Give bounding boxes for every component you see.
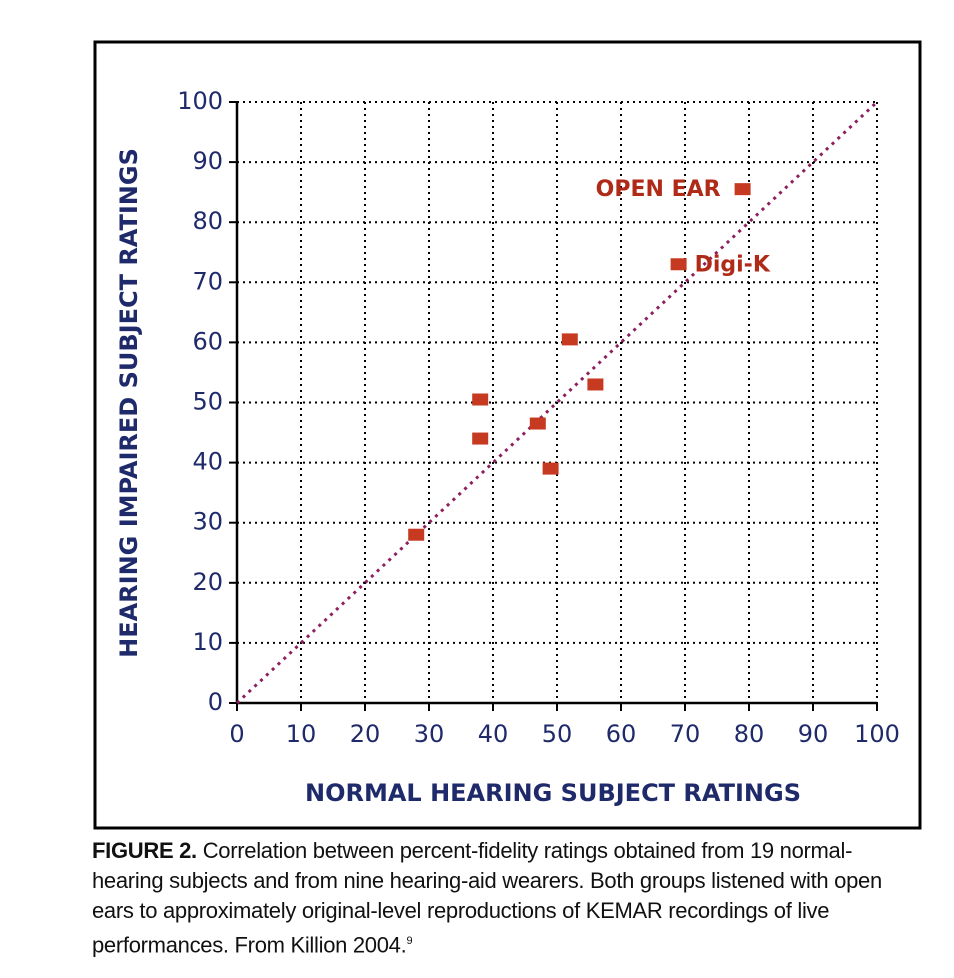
caption-text: Correlation between percent-fidelity rat… <box>92 838 882 958</box>
y-tick-label: 60 <box>192 327 223 355</box>
point <box>472 432 489 445</box>
x-tick-label: 100 <box>854 720 900 748</box>
x-tick-label: 10 <box>286 720 317 748</box>
caption-label: FIGURE 2. <box>92 838 197 863</box>
x-tick-label: 90 <box>798 720 829 748</box>
point <box>529 417 546 430</box>
y-tick-label: 50 <box>192 388 223 416</box>
point <box>472 393 489 406</box>
y-tick-label: 0 <box>208 688 223 716</box>
identity-line <box>235 100 879 705</box>
y-tick-label: 40 <box>192 448 223 476</box>
point-label: Digi-K <box>695 252 771 277</box>
y-tick-label: 80 <box>192 207 223 235</box>
y-tick-label: 10 <box>192 628 223 656</box>
point <box>587 378 604 391</box>
x-tick-label: 80 <box>734 720 765 748</box>
point-label: OPEN EAR <box>596 177 721 202</box>
point <box>408 528 425 541</box>
x-tick-label: 40 <box>478 720 509 748</box>
point <box>542 462 559 475</box>
x-axis-label: NORMAL HEARING SUBJECT RATINGS <box>305 779 801 807</box>
point <box>734 183 751 196</box>
point <box>561 333 578 346</box>
x-tick-label: 20 <box>350 720 381 748</box>
y-tick-label: 90 <box>192 147 223 175</box>
footnote: 9 <box>406 935 413 947</box>
x-tick-label: 60 <box>606 720 637 748</box>
y-tick-label: 20 <box>192 568 223 596</box>
x-tick-label: 50 <box>542 720 573 748</box>
y-tick-label: 100 <box>177 87 223 115</box>
y-axis-label: HEARING IMPAIRED SUBJECT RATINGS <box>115 148 143 658</box>
frame <box>93 40 922 830</box>
y-tick-label: 70 <box>192 267 223 295</box>
x-tick-label: 30 <box>414 720 445 748</box>
point <box>670 258 687 271</box>
caption: FIGURE 2. Correlation between percent-fi… <box>92 836 922 960</box>
x-tick-label: 70 <box>670 720 701 748</box>
x-tick-label: 0 <box>229 720 244 748</box>
y-tick-label: 30 <box>192 508 223 536</box>
